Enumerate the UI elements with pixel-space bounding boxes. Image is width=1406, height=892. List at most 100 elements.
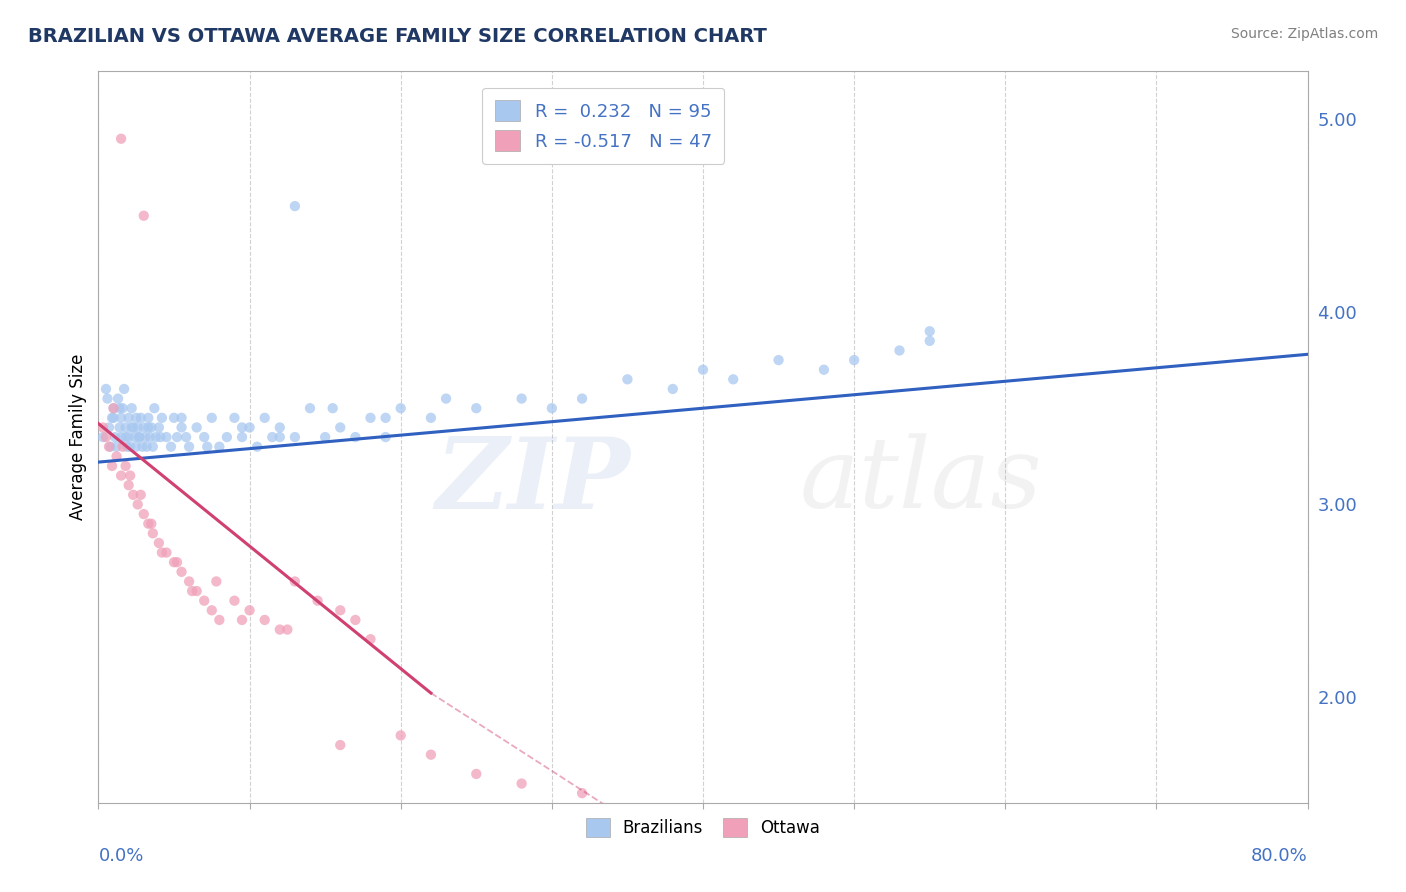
Point: [284, 574, 307, 589]
Point: [284, 199, 307, 213]
Point: [107, 392, 129, 406]
Point: [262, 430, 284, 444]
Point: [134, 430, 156, 444]
Point: [150, 410, 173, 425]
Point: [145, 430, 167, 444]
Point: [160, 440, 183, 454]
Point: [723, 372, 745, 386]
Point: [105, 450, 128, 464]
Point: [253, 410, 276, 425]
Text: atlas: atlas: [800, 434, 1042, 529]
Point: [170, 410, 193, 425]
Point: [128, 430, 150, 444]
Point: [307, 593, 329, 607]
Point: [314, 430, 336, 444]
Point: [141, 420, 163, 434]
Point: [179, 574, 201, 589]
Point: [692, 362, 714, 376]
Point: [100, 440, 122, 454]
Point: [148, 536, 170, 550]
Point: [103, 410, 125, 425]
Point: [193, 593, 215, 607]
Point: [98, 440, 121, 454]
Point: [186, 420, 208, 434]
Point: [224, 410, 246, 425]
Point: [465, 767, 488, 781]
Point: [103, 401, 125, 416]
Point: [540, 401, 562, 416]
Text: Source: ZipAtlas.com: Source: ZipAtlas.com: [1230, 27, 1378, 41]
Point: [108, 401, 131, 416]
Point: [284, 430, 307, 444]
Point: [276, 623, 298, 637]
Point: [110, 132, 132, 146]
Point: [374, 410, 396, 425]
Point: [616, 372, 638, 386]
Point: [420, 747, 443, 762]
Point: [132, 507, 155, 521]
Point: [420, 410, 443, 425]
Point: [120, 468, 142, 483]
Point: [104, 430, 127, 444]
Point: [148, 420, 170, 434]
Point: [127, 498, 149, 512]
Point: [170, 420, 193, 434]
Point: [149, 430, 172, 444]
Point: [166, 430, 188, 444]
Point: [163, 555, 186, 569]
Point: [231, 430, 253, 444]
Point: [269, 430, 291, 444]
Point: [101, 458, 124, 473]
Point: [389, 728, 412, 742]
Point: [115, 440, 138, 454]
Point: [465, 401, 488, 416]
Point: [360, 632, 382, 647]
Point: [108, 420, 131, 434]
Text: 0.0%: 0.0%: [98, 847, 143, 864]
Point: [136, 420, 159, 434]
Point: [208, 440, 231, 454]
Point: [155, 430, 177, 444]
Point: [571, 786, 593, 800]
Point: [186, 584, 208, 599]
Point: [110, 430, 132, 444]
Point: [269, 623, 291, 637]
Point: [239, 603, 262, 617]
Point: [344, 613, 367, 627]
Point: [201, 410, 224, 425]
Point: [142, 526, 165, 541]
Point: [98, 420, 121, 434]
Point: [114, 430, 136, 444]
Point: [510, 776, 533, 790]
Point: [174, 430, 197, 444]
Point: [118, 410, 141, 425]
Point: [136, 516, 159, 531]
Point: [434, 392, 457, 406]
Point: [299, 401, 322, 416]
Point: [215, 430, 238, 444]
Point: [120, 440, 142, 454]
Point: [163, 410, 186, 425]
Point: [127, 420, 149, 434]
Point: [201, 603, 224, 617]
Point: [136, 410, 159, 425]
Point: [118, 478, 141, 492]
Point: [269, 420, 291, 434]
Point: [360, 410, 382, 425]
Point: [181, 584, 204, 599]
Point: [129, 410, 152, 425]
Point: [661, 382, 683, 396]
Point: [205, 574, 228, 589]
Point: [142, 440, 165, 454]
Point: [101, 410, 124, 425]
Point: [344, 430, 367, 444]
Point: [111, 440, 134, 454]
Point: [195, 440, 218, 454]
Text: BRAZILIAN VS OTTAWA AVERAGE FAMILY SIZE CORRELATION CHART: BRAZILIAN VS OTTAWA AVERAGE FAMILY SIZE …: [28, 27, 768, 45]
Point: [132, 420, 155, 434]
Point: [103, 401, 125, 416]
Point: [224, 593, 246, 607]
Point: [122, 488, 145, 502]
Point: [118, 430, 141, 444]
Point: [141, 516, 163, 531]
